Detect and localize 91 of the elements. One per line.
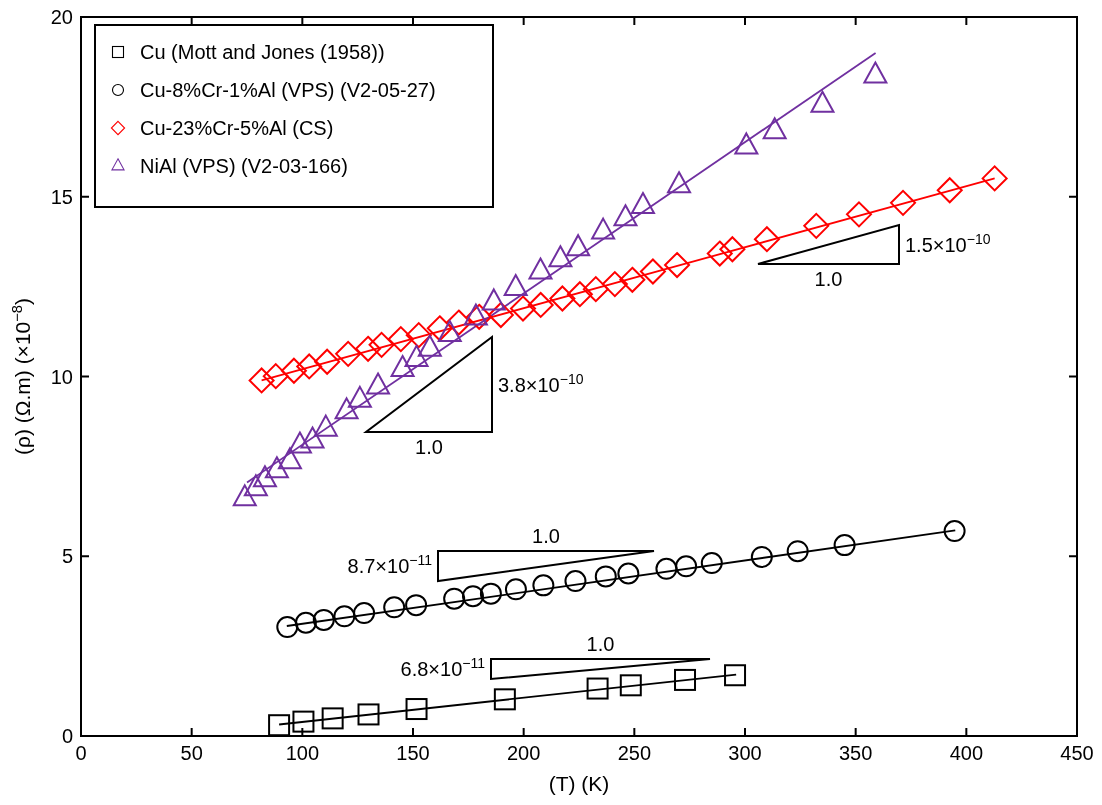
point <box>426 315 453 342</box>
annotation: 1.5×10$^{−10}$ <box>905 230 991 256</box>
legend-label: Cu (Mott and Jones (1958)) <box>140 41 385 63</box>
point <box>443 587 466 610</box>
point <box>280 357 307 384</box>
point <box>586 677 609 700</box>
x-tick-label: 300 <box>728 742 762 764</box>
point <box>619 674 642 697</box>
point <box>248 367 275 394</box>
annotation: 1.0 <box>586 633 615 655</box>
point <box>594 565 617 588</box>
point <box>405 594 428 617</box>
point <box>619 266 646 293</box>
point <box>294 611 317 634</box>
x-tick-label: 50 <box>180 742 203 764</box>
point <box>510 295 536 322</box>
point <box>890 189 917 216</box>
annotation: 1.0 <box>415 436 443 458</box>
point <box>466 303 493 330</box>
point <box>353 602 376 625</box>
point <box>405 698 428 721</box>
point <box>487 302 514 329</box>
point <box>504 578 527 601</box>
x-axis-title: (T) (K) <box>548 772 610 795</box>
x-tick-label: 350 <box>838 742 873 764</box>
point <box>549 285 576 312</box>
point <box>845 201 872 228</box>
point <box>355 335 382 362</box>
annotation: 8.7×10$^{−11}$ <box>347 552 433 577</box>
annotation: 1.0 <box>532 525 560 547</box>
point <box>268 714 291 737</box>
y-tick-label: 0 <box>61 725 73 747</box>
point <box>296 353 323 380</box>
point <box>833 534 856 557</box>
legend-label: Cu-8%Cr-1%Al (VPS) (V2-05-27) <box>140 79 436 101</box>
y-tick-label: 5 <box>61 545 73 568</box>
y-tick-label: 10 <box>50 365 73 388</box>
point <box>786 540 809 563</box>
point <box>719 236 746 263</box>
point <box>335 340 362 367</box>
point <box>706 240 733 267</box>
point <box>601 271 628 298</box>
y-tick-label: 15 <box>50 185 73 208</box>
x-tick-label: 150 <box>396 742 430 764</box>
point <box>724 664 747 687</box>
point <box>387 326 414 353</box>
point <box>357 703 380 726</box>
x-tick-label: 200 <box>506 742 541 764</box>
point <box>566 281 593 308</box>
point <box>292 710 315 733</box>
point <box>564 570 587 593</box>
legend-label: NiAl (VPS) (V2-03-166) <box>140 155 348 177</box>
point <box>639 258 666 285</box>
point <box>321 707 344 730</box>
y-tick-label: 20 <box>50 6 73 28</box>
point <box>262 363 289 390</box>
point <box>527 291 554 318</box>
point <box>445 309 472 336</box>
point <box>532 574 555 597</box>
point <box>803 212 830 239</box>
legend-label: Cu-23%Cr-5%Al (CS) <box>140 117 334 139</box>
point <box>617 562 640 585</box>
point <box>383 596 406 619</box>
point <box>493 688 516 711</box>
annotation: 1.0 <box>814 268 843 290</box>
annotation: 6.8×10$^{−11}$ <box>400 655 486 680</box>
point <box>333 605 356 628</box>
point <box>943 520 966 543</box>
point <box>314 348 341 375</box>
point <box>368 331 395 358</box>
point <box>312 608 335 631</box>
point <box>479 582 502 605</box>
point <box>700 552 723 575</box>
point <box>461 585 484 608</box>
point <box>655 557 678 580</box>
x-tick-label: 250 <box>617 742 652 764</box>
point <box>582 276 609 303</box>
point <box>405 322 432 349</box>
x-tick-label: 400 <box>949 742 984 764</box>
point <box>981 165 1008 192</box>
point <box>675 555 698 578</box>
point <box>276 616 299 639</box>
x-tick-label: 0 <box>75 742 87 764</box>
x-tick-label: 450 <box>1060 742 1094 764</box>
point <box>750 545 773 568</box>
point <box>753 226 780 253</box>
point <box>936 177 963 204</box>
point <box>664 252 691 279</box>
annotation: 3.8×10$^{−10}$ <box>498 370 584 396</box>
point <box>674 668 697 691</box>
x-tick-label: 100 <box>285 742 320 764</box>
